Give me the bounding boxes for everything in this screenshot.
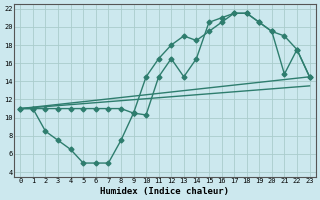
X-axis label: Humidex (Indice chaleur): Humidex (Indice chaleur) [100, 187, 229, 196]
